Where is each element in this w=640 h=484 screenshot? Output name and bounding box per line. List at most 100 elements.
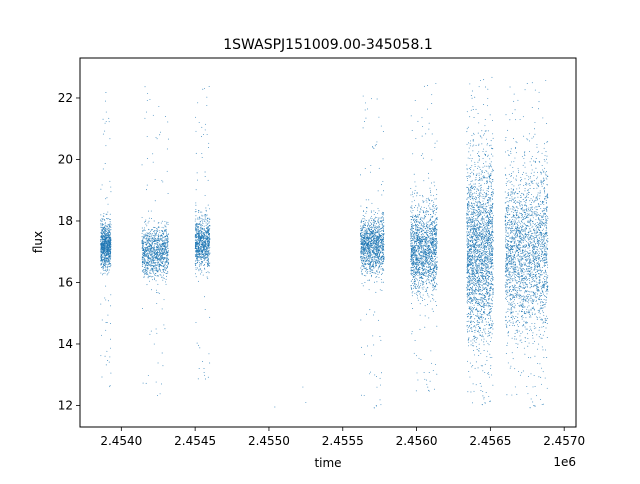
data-point <box>161 262 163 264</box>
data-point <box>370 265 372 267</box>
data-point <box>373 230 375 232</box>
data-point <box>413 173 415 175</box>
data-point <box>141 232 143 234</box>
data-point <box>368 262 370 264</box>
data-point <box>370 371 371 373</box>
data-point <box>379 246 381 248</box>
data-point <box>373 263 375 265</box>
data-point <box>107 233 109 234</box>
data-point <box>155 252 157 254</box>
data-point <box>361 243 363 245</box>
data-point <box>414 207 415 209</box>
data-point <box>360 258 362 260</box>
data-point <box>196 235 198 237</box>
data-point <box>110 224 112 226</box>
data-point <box>162 231 164 233</box>
data-point <box>152 243 154 245</box>
data-point <box>106 249 108 251</box>
data-point <box>165 249 167 251</box>
data-point <box>375 264 377 266</box>
data-point <box>106 240 108 242</box>
data-point <box>371 265 373 266</box>
data-point <box>363 239 365 241</box>
data-point <box>164 261 166 263</box>
data-point <box>106 350 108 352</box>
data-point <box>148 248 150 250</box>
data-point <box>373 239 375 241</box>
data-point <box>432 252 434 254</box>
data-point <box>150 275 152 277</box>
data-point <box>106 242 108 244</box>
data-point <box>141 271 143 273</box>
data-point <box>201 221 203 223</box>
data-point <box>376 227 378 229</box>
data-point <box>167 235 168 237</box>
data-point <box>151 262 152 263</box>
data-point <box>100 256 102 258</box>
data-point <box>100 241 102 243</box>
data-point <box>208 217 210 219</box>
data-point <box>152 237 154 238</box>
data-point <box>105 259 107 261</box>
data-point <box>103 270 105 272</box>
data-point <box>202 261 203 263</box>
data-point <box>161 252 163 254</box>
data-point <box>152 238 154 240</box>
data-point <box>201 235 202 237</box>
data-point <box>105 251 107 253</box>
data-point <box>367 279 369 281</box>
data-point <box>375 243 377 245</box>
data-point <box>143 261 144 263</box>
data-point <box>168 240 169 242</box>
data-point <box>199 242 201 244</box>
data-point <box>428 220 430 222</box>
data-point <box>104 251 106 253</box>
data-point <box>100 248 102 250</box>
data-point <box>375 242 377 244</box>
data-point <box>160 258 162 260</box>
data-point <box>198 268 200 270</box>
data-point <box>365 199 367 201</box>
data-point <box>434 259 436 261</box>
data-point <box>106 253 108 255</box>
data-point <box>423 207 425 209</box>
data-point <box>167 258 168 260</box>
data-point <box>109 385 111 387</box>
data-point <box>155 268 157 270</box>
data-point <box>166 238 167 240</box>
data-point <box>163 257 165 258</box>
data-point <box>414 284 416 286</box>
data-point <box>147 235 149 237</box>
data-point <box>383 233 385 235</box>
data-point <box>197 223 199 225</box>
data-point <box>100 253 102 255</box>
data-point <box>381 230 383 232</box>
data-point <box>365 254 367 256</box>
data-point <box>145 234 147 236</box>
data-point <box>419 212 421 213</box>
data-point <box>102 242 104 244</box>
data-point <box>362 227 363 229</box>
data-point <box>380 279 382 280</box>
data-point <box>108 261 110 263</box>
data-point <box>195 228 196 230</box>
data-point <box>107 251 109 253</box>
data-point <box>198 122 200 124</box>
data-point <box>374 229 376 231</box>
data-point <box>434 214 436 216</box>
data-point <box>195 254 197 256</box>
data-point <box>207 237 209 238</box>
data-point <box>366 229 368 231</box>
data-point <box>153 259 155 261</box>
data-point <box>153 232 155 234</box>
data-point <box>150 260 152 262</box>
data-point <box>377 221 379 223</box>
data-point <box>362 258 364 260</box>
data-point <box>204 228 205 230</box>
data-point <box>109 244 111 246</box>
data-point <box>110 347 112 349</box>
data-point <box>381 263 383 265</box>
data-point <box>373 219 374 221</box>
data-point <box>104 235 106 237</box>
data-point <box>199 262 200 264</box>
